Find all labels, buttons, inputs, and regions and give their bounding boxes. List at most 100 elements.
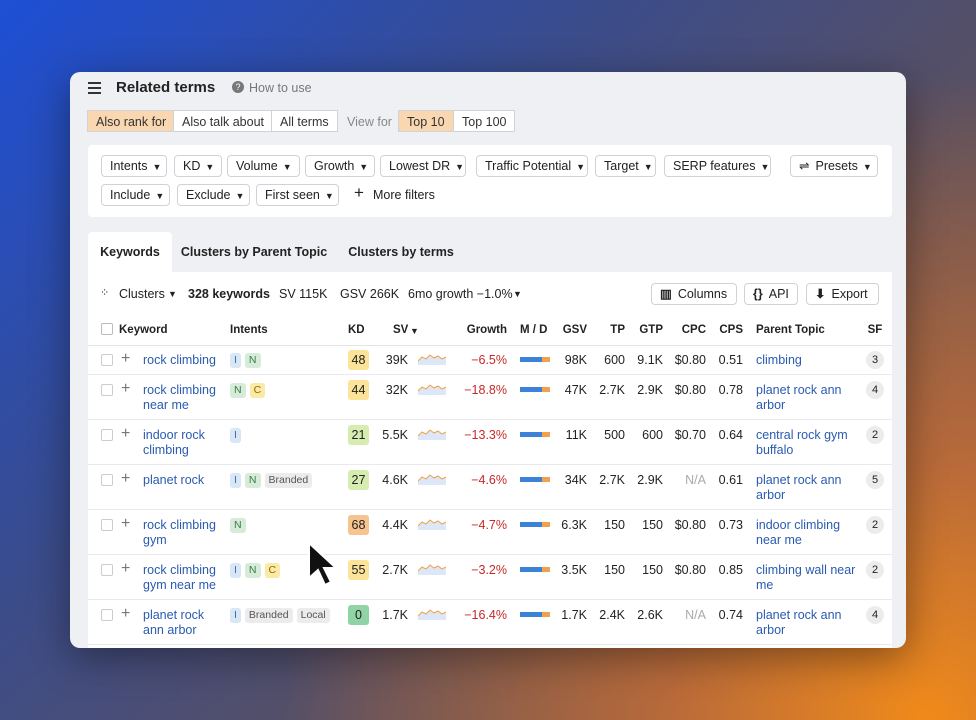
parent-topic[interactable]: indoor climbing near me bbox=[756, 518, 841, 547]
filter-button[interactable]: Lowest DR ▼ bbox=[380, 155, 466, 177]
add-icon[interactable]: + bbox=[121, 515, 131, 532]
filter-button[interactable]: SERP features ▼ bbox=[664, 155, 771, 177]
keyword[interactable]: rock climbing near me bbox=[143, 383, 216, 412]
keyword[interactable]: rock climbing gym bbox=[143, 518, 216, 547]
column-header[interactable]: KD bbox=[348, 324, 365, 336]
checkbox[interactable] bbox=[101, 564, 113, 576]
keyword[interactable]: rock climbing gym near me bbox=[143, 563, 216, 592]
sv-total: SV 115K bbox=[279, 287, 328, 301]
parent-topic[interactable]: planet rock ann arbor bbox=[756, 608, 842, 637]
filter-button[interactable]: KD ▼ bbox=[174, 155, 222, 177]
keyword[interactable]: planet rock bbox=[143, 473, 205, 487]
add-icon[interactable]: + bbox=[121, 470, 131, 487]
parent-topic[interactable]: climbing wall near me bbox=[756, 563, 856, 592]
toolbar-button[interactable]: ⬇ Export bbox=[806, 283, 879, 305]
column-header[interactable]: CPS bbox=[719, 324, 743, 336]
filter-label: Volume bbox=[236, 159, 278, 173]
filter-button[interactable]: Volume ▼ bbox=[227, 155, 300, 177]
sf-badge[interactable]: 4 bbox=[866, 381, 884, 399]
column-header[interactable]: Parent Topic bbox=[756, 324, 825, 336]
add-icon[interactable]: + bbox=[121, 425, 131, 442]
tp: 2.7K bbox=[599, 383, 625, 397]
sf-badge[interactable]: 2 bbox=[866, 516, 884, 534]
column-header[interactable]: M / D bbox=[520, 324, 548, 336]
column-header[interactable]: TP bbox=[610, 324, 625, 336]
more-filters[interactable]: More filters bbox=[373, 188, 435, 202]
md-bar bbox=[520, 477, 550, 482]
filter-button[interactable]: Traffic Potential ▼ bbox=[476, 155, 588, 177]
dropdown-arrow: ▼ bbox=[455, 162, 465, 172]
clusters-dropdown[interactable]: Clusters bbox=[119, 287, 165, 301]
column-header[interactable]: GSV bbox=[562, 324, 587, 336]
table-row: + rock climbing near me N C 44 32K −18.8% 47K 2.… bbox=[88, 375, 892, 420]
column-header[interactable]: Keyword bbox=[119, 324, 168, 336]
parent-topic[interactable]: central rock gym buffalo bbox=[756, 428, 848, 457]
checkbox[interactable] bbox=[101, 474, 113, 486]
growth: −3.2% bbox=[471, 563, 507, 577]
sv: 4.6K bbox=[382, 473, 408, 487]
cps: 0.64 bbox=[718, 428, 743, 442]
mode-tab[interactable]: Also talk about bbox=[173, 110, 273, 132]
column-header[interactable]: CPC bbox=[681, 324, 706, 336]
dropdown-arrow: ▼ bbox=[324, 191, 334, 201]
filter-button[interactable]: Exclude ▼ bbox=[177, 184, 250, 206]
add-icon[interactable]: + bbox=[121, 350, 131, 367]
view-option[interactable]: Top 10 bbox=[398, 110, 454, 132]
filter-button[interactable]: Intents ▼ bbox=[101, 155, 167, 177]
keyword[interactable]: planet rock ann arbor bbox=[143, 608, 205, 637]
toolbar-button[interactable]: ▥ Columns bbox=[651, 283, 737, 305]
column-header[interactable]: SF bbox=[867, 324, 883, 336]
checkbox[interactable] bbox=[101, 354, 113, 366]
add-icon[interactable]: + bbox=[121, 380, 131, 397]
column-header[interactable]: Intents bbox=[230, 324, 268, 336]
view-option[interactable]: Top 100 bbox=[453, 110, 516, 132]
parent-topic[interactable]: climbing bbox=[756, 353, 802, 367]
add-icon[interactable]: + bbox=[121, 605, 131, 622]
checkbox[interactable] bbox=[101, 323, 113, 335]
sf-badge[interactable]: 2 bbox=[866, 426, 884, 444]
filter-button[interactable]: Growth ▼ bbox=[305, 155, 375, 177]
tab[interactable]: Keywords bbox=[88, 232, 172, 272]
button-icon: ▥ bbox=[660, 287, 672, 301]
column-header[interactable]: SV bbox=[393, 324, 409, 336]
button-label: Export bbox=[831, 287, 868, 301]
intents: I N Branded bbox=[230, 472, 316, 488]
menu-icon[interactable] bbox=[88, 82, 102, 94]
sparkline bbox=[418, 384, 446, 395]
keyword[interactable]: rock climbing bbox=[143, 353, 216, 367]
parent-topic[interactable]: planet rock ann arbor bbox=[756, 473, 842, 502]
sf-badge[interactable]: 4 bbox=[866, 606, 884, 624]
keyword[interactable]: indoor rock climbing bbox=[143, 428, 205, 457]
checkbox[interactable] bbox=[101, 384, 113, 396]
help-link[interactable]: How to use bbox=[249, 81, 312, 95]
toolbar-button[interactable]: {} API bbox=[744, 283, 798, 305]
growth: −16.4% bbox=[464, 608, 507, 622]
add-icon[interactable]: + bbox=[121, 560, 131, 577]
checkbox[interactable] bbox=[101, 429, 113, 441]
tab[interactable]: Clusters by terms bbox=[348, 245, 454, 259]
growth-total[interactable]: 6mo growth −1.0% bbox=[408, 287, 513, 301]
table-row: + rock climbing gym near me I N C 55 2.7K −3.2%… bbox=[88, 555, 892, 600]
column-header[interactable]: GTP bbox=[639, 324, 663, 336]
cps: 0.85 bbox=[718, 563, 743, 577]
mode-tab[interactable]: All terms bbox=[271, 110, 338, 132]
checkbox[interactable] bbox=[101, 609, 113, 621]
parent-topic[interactable]: planet rock ann arbor bbox=[756, 383, 842, 412]
filter-label: Exclude bbox=[186, 188, 231, 202]
filter-button[interactable]: Target ▼ bbox=[595, 155, 656, 177]
mode-tab[interactable]: Also rank for bbox=[87, 110, 176, 132]
filter-button[interactable]: Include ▼ bbox=[101, 184, 170, 206]
sf-badge[interactable]: 3 bbox=[866, 351, 884, 369]
tab[interactable]: Clusters by Parent Topic bbox=[180, 245, 328, 259]
kd-badge: 48 bbox=[348, 350, 369, 370]
dropdown-arrow: ▼ bbox=[576, 162, 586, 172]
sort-arrow: ▼ bbox=[410, 326, 419, 336]
sv: 1.7K bbox=[382, 608, 408, 622]
column-header[interactable]: Growth bbox=[466, 324, 507, 336]
sf-badge[interactable]: 2 bbox=[866, 561, 884, 579]
presets-button[interactable]: ⇌ Presets ▼ bbox=[790, 155, 878, 177]
sf-badge[interactable]: 5 bbox=[866, 471, 884, 489]
filter-button[interactable]: First seen ▼ bbox=[256, 184, 339, 206]
checkbox[interactable] bbox=[101, 519, 113, 531]
